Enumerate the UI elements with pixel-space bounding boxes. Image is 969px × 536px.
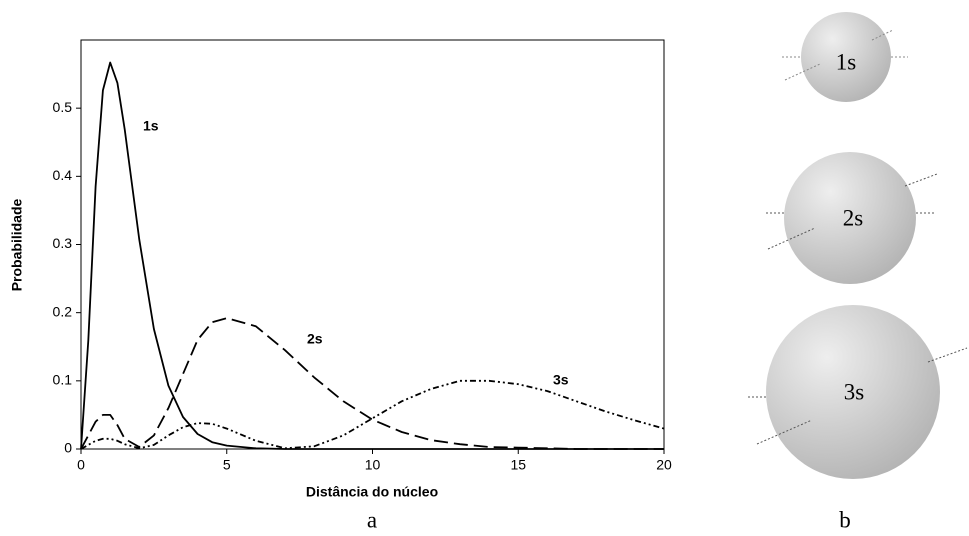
sphere-label: 1s xyxy=(836,49,857,74)
series-line xyxy=(80,61,664,450)
sphere-label: 3s xyxy=(844,379,865,404)
sphere-label: 2s xyxy=(843,205,864,230)
series-line xyxy=(80,379,665,450)
sphere xyxy=(784,152,916,284)
y-tick-label: 0.4 xyxy=(53,167,73,183)
sphere xyxy=(766,305,940,479)
sphere-3s xyxy=(748,305,968,479)
x-tick-label: 5 xyxy=(223,457,231,473)
y-tick-label: 0.5 xyxy=(53,99,73,115)
x-axis-label: Distância do núcleo xyxy=(306,484,438,500)
series-label: 3s xyxy=(553,372,569,388)
sphere-2s xyxy=(766,152,938,284)
panel-label: b xyxy=(839,507,851,532)
axis-line xyxy=(767,227,816,250)
y-tick-label: 0.1 xyxy=(53,372,73,388)
series-label: 1s xyxy=(143,118,159,134)
series-line xyxy=(80,317,664,450)
y-tick-label: 0.3 xyxy=(53,235,73,251)
x-tick-label: 15 xyxy=(510,457,526,473)
axis-line xyxy=(784,63,821,81)
x-tick-label: 20 xyxy=(656,457,672,473)
series-label: 2s xyxy=(307,331,323,347)
panel-label: a xyxy=(367,507,377,532)
x-tick-label: 0 xyxy=(77,457,85,473)
y-tick-label: 0.2 xyxy=(53,303,73,319)
sphere-1s xyxy=(782,12,908,102)
axis-line xyxy=(927,347,968,363)
sphere xyxy=(801,12,891,102)
axis-line xyxy=(904,173,938,187)
y-tick-label: 0 xyxy=(64,440,72,456)
y-axis-label: Probabilidade xyxy=(9,199,25,292)
x-tick-label: 10 xyxy=(365,457,381,473)
